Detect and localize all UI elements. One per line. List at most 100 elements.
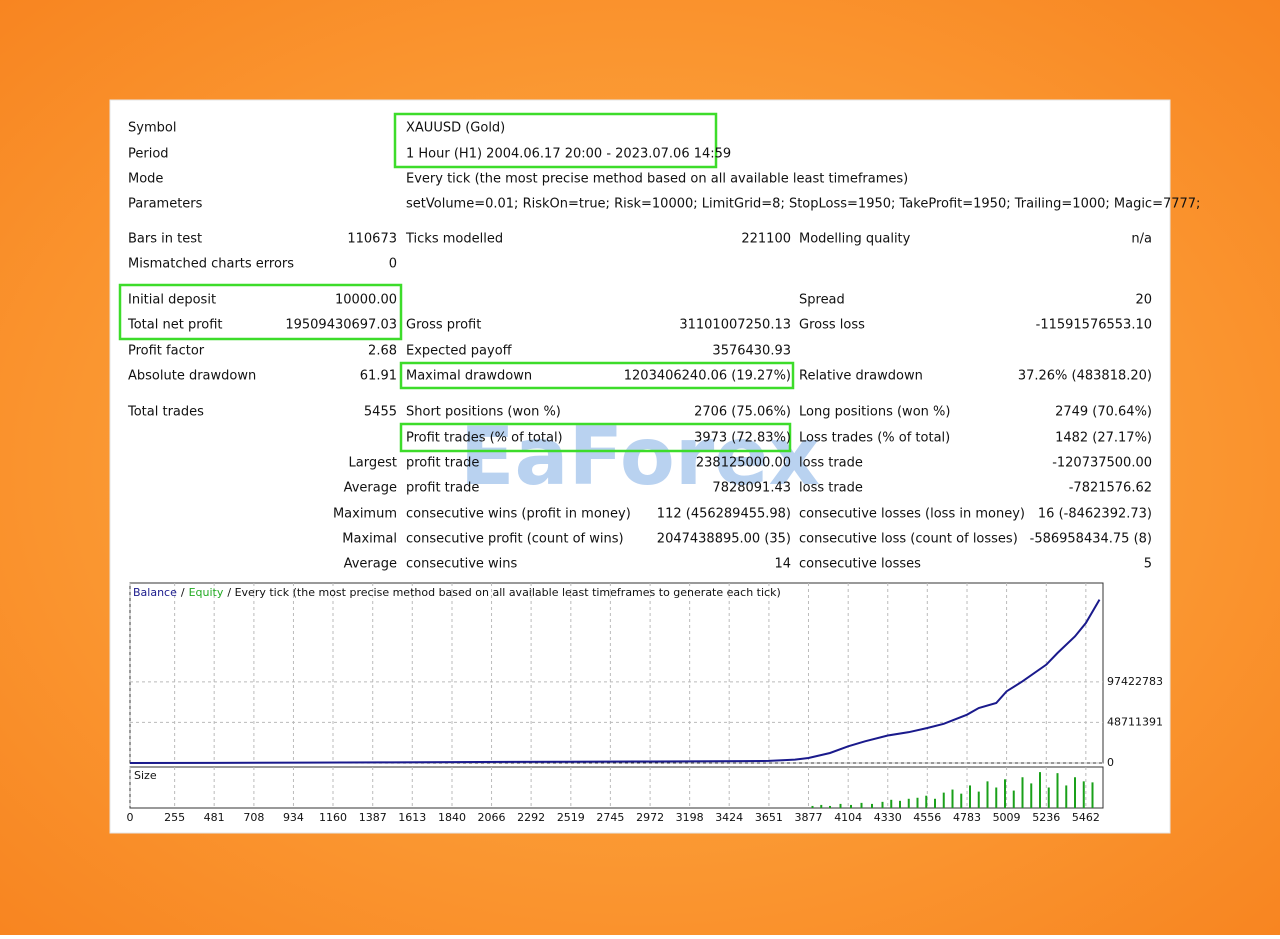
field-label: profit trade (406, 481, 479, 496)
field-value: 110673 (347, 232, 397, 247)
field-label: Modelling quality (799, 232, 911, 247)
size-frame (129, 766, 1104, 809)
size-bar (871, 803, 873, 808)
watermark: EaForex (460, 410, 820, 503)
y-tick-label: 0 (1107, 756, 1114, 769)
field-value: Maximum (333, 507, 397, 522)
field-label: consecutive loss (count of losses) (799, 532, 1018, 547)
field-value: 1203406240.06 (19.27%) (624, 369, 791, 384)
size-bar (1012, 790, 1015, 808)
size-bar (934, 798, 936, 808)
field-value: 10000.00 (335, 293, 397, 308)
field-label: Expected payoff (406, 344, 513, 359)
size-bar (1039, 772, 1041, 808)
x-tick-label: 3877 (794, 811, 822, 824)
field-value: 112 (456289455.98) (657, 507, 791, 522)
field-value: 221100 (741, 232, 791, 247)
field-label: Mismatched charts errors (128, 257, 294, 272)
field-value: Maximal (342, 532, 397, 547)
x-tick-label: 3651 (755, 811, 783, 824)
size-bar (890, 799, 893, 808)
field-label: Loss trades (% of total) (799, 431, 950, 446)
field-value: 2.68 (368, 344, 397, 359)
field-value: Average (344, 557, 397, 572)
field-label: Every tick (the most precise method base… (406, 172, 908, 187)
field-label: consecutive losses (799, 557, 921, 572)
size-bar (860, 802, 863, 808)
field-value: 3973 (72.83%) (694, 431, 791, 446)
field-label: consecutive wins (406, 557, 518, 572)
size-bar (916, 797, 919, 808)
y-tick-label: 97422783 (1107, 675, 1163, 688)
field-label: Symbol (128, 121, 176, 136)
field-value: 1482 (27.17%) (1055, 431, 1152, 446)
size-bar (1091, 782, 1094, 808)
field-label: Absolute drawdown (128, 369, 256, 384)
x-tick-label: 1613 (398, 811, 426, 824)
field-value: -7821576.62 (1069, 481, 1152, 496)
size-bar (881, 801, 884, 808)
size-bar (951, 789, 954, 808)
highlight-box (399, 422, 792, 453)
field-label: setVolume=0.01; RiskOn=true; Risk=10000;… (406, 197, 1200, 212)
field-label: Gross profit (406, 318, 481, 333)
field-value: 61.91 (360, 369, 397, 384)
highlight-box (393, 112, 718, 169)
field-label: Parameters (128, 197, 203, 212)
size-bar (907, 798, 910, 808)
field-value: 5 (1144, 557, 1152, 572)
field-label: Maximal drawdown (406, 369, 532, 384)
field-value: n/a (1131, 232, 1152, 247)
field-value: Largest (349, 456, 397, 471)
field-label: Short positions (won %) (406, 405, 561, 420)
field-value: 37.26% (483818.20) (1018, 369, 1152, 384)
size-bar (1021, 777, 1024, 808)
field-label: Spread (799, 293, 845, 308)
legend-equity: Equity (189, 586, 224, 599)
highlight-box (399, 361, 795, 390)
x-tick-label: 481 (204, 811, 225, 824)
field-label: Total trades (127, 405, 204, 420)
size-bar (811, 805, 814, 808)
field-label: consecutive losses (loss in money) (799, 507, 1025, 522)
size-bar (1074, 777, 1076, 808)
field-value: 20 (1135, 293, 1152, 308)
x-tick-label: 1387 (359, 811, 387, 824)
x-tick-label: 3424 (715, 811, 743, 824)
field-label: consecutive wins (profit in money) (406, 507, 631, 522)
field-label: Profit factor (128, 344, 205, 359)
field-label: Bars in test (128, 232, 202, 247)
field-label: Mode (128, 172, 163, 187)
size-bar (1065, 785, 1068, 808)
field-label: loss trade (799, 481, 863, 496)
field-label: profit trade (406, 456, 479, 471)
field-value: 2706 (75.06%) (694, 405, 791, 420)
size-bar (977, 791, 980, 808)
size-bar (995, 787, 998, 808)
x-tick-label: 2745 (596, 811, 624, 824)
size-bar (850, 804, 852, 808)
field-value: 19509430697.03 (285, 318, 397, 333)
field-label: Gross loss (799, 318, 865, 333)
size-bar (899, 800, 901, 808)
size-bar (829, 805, 831, 808)
x-tick-label: 255 (164, 811, 185, 824)
field-label: XAUUSD (Gold) (406, 121, 505, 136)
size-bar (1047, 787, 1050, 808)
field-value: 238125000.00 (696, 456, 791, 471)
size-bar (839, 803, 842, 808)
field-label: consecutive profit (count of wins) (406, 532, 624, 547)
x-tick-label: 5009 (993, 811, 1021, 824)
x-tick-label: 4330 (874, 811, 902, 824)
field-label: 1 Hour (H1) 2004.06.17 20:00 - 2023.07.0… (406, 147, 731, 162)
legend-note: / Every tick (the most precise method ba… (227, 586, 780, 599)
field-value: 5455 (364, 405, 397, 420)
field-value: 0 (389, 257, 397, 272)
legend-separator: / (181, 586, 185, 599)
size-bar (1004, 779, 1006, 808)
field-label: loss trade (799, 456, 863, 471)
size-bar (1082, 781, 1085, 808)
highlight-box (118, 283, 403, 341)
